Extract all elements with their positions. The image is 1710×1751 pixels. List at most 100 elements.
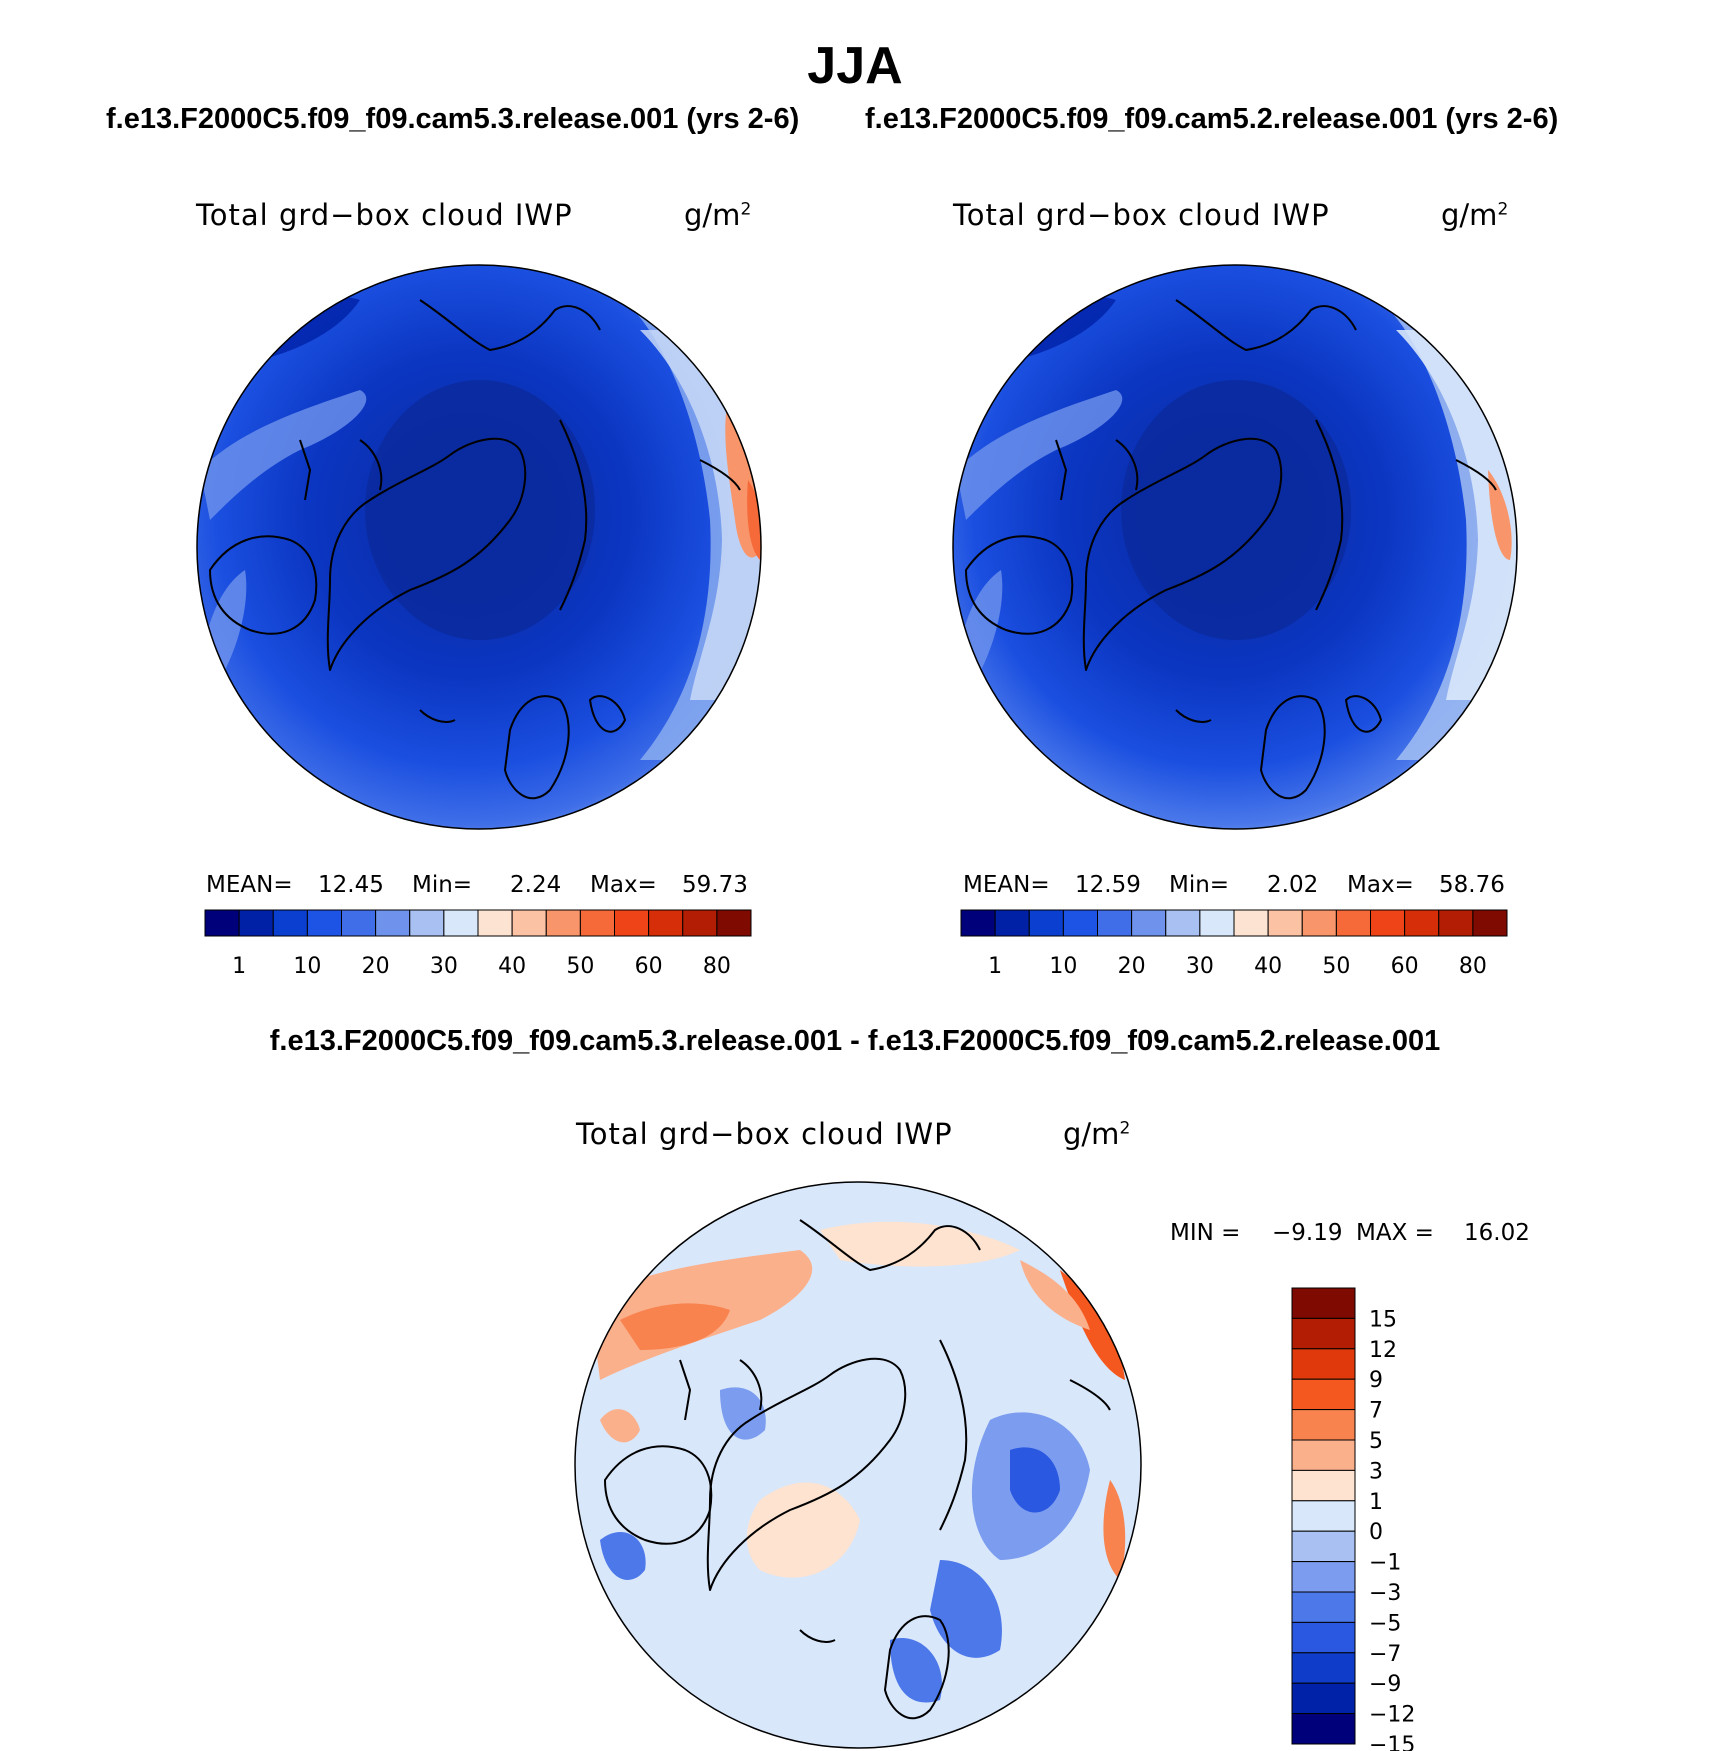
panel2-colorbar-swatch — [1233, 909, 1269, 937]
panel3-min-label: MIN = — [1170, 1220, 1241, 1246]
panel1-colorbar-tick-label: 30 — [430, 954, 458, 979]
panel3-colorbar-tick-label: 9 — [1369, 1368, 1383, 1393]
panel3-colorbar-tick-label: −7 — [1369, 1642, 1401, 1667]
panel1-units: g/m2 — [684, 198, 752, 232]
panel3-variable-name: Total grd−box cloud IWP — [576, 1117, 953, 1151]
panel3-colorbar-tick-label: −15 — [1369, 1733, 1415, 1751]
difference-title: f.e13.F2000C5.f09_f09.cam5.3.release.001… — [269, 1025, 1441, 1057]
panel3-colorbar: 15 12 9 7 5 3 1 0 −1 −3 −5 −7 −9 −12 −15 — [1291, 1287, 1415, 1751]
panel2-colorbar-swatch — [960, 909, 996, 937]
panel1-colorbar-swatch — [614, 909, 650, 937]
panel2-mean-value: 12.59 — [1075, 872, 1141, 898]
panel3-boundary — [574, 1181, 1142, 1749]
panel2-colorbar-swatch — [1062, 909, 1098, 937]
panel1-colorbar-tick-label: 40 — [498, 954, 526, 979]
panel1-colorbar-swatch — [409, 909, 445, 937]
panel2-max-value: 58.76 — [1439, 872, 1505, 898]
panel2-colorbar-swatch — [1131, 909, 1167, 937]
panel2-colorbar-tick-label: 10 — [1049, 954, 1077, 979]
panel3-map — [574, 1181, 1142, 1749]
panel3-min-value: −9.19 — [1272, 1220, 1343, 1246]
panel1-colorbar-tick-label: 1 — [232, 954, 246, 979]
panel3-colorbar-swatch — [1291, 1287, 1356, 1319]
panel3-colorbar-swatch — [1291, 1378, 1356, 1411]
panel2-map — [952, 264, 1518, 830]
panel2-colorbar-tick-label: 20 — [1118, 954, 1146, 979]
panel1-colorbar-swatch — [204, 909, 240, 937]
panel1-coastlines — [209, 299, 741, 800]
panel2-colorbar-tick-label: 30 — [1186, 954, 1214, 979]
main-title: JJA — [807, 37, 903, 95]
panel3-colorbar-tick-label: 15 — [1369, 1307, 1397, 1332]
panel2-min-value: 2.02 — [1267, 872, 1319, 898]
panel1-colorbar-tick-label: 60 — [635, 954, 663, 979]
panel2-colorbar-swatch — [1165, 909, 1201, 937]
panel2-variable-name: Total grd−box cloud IWP — [953, 198, 1330, 232]
panel1-mean-value: 12.45 — [318, 872, 384, 898]
panel3-colorbar-tick-label: 0 — [1369, 1520, 1383, 1545]
panel1-max-label: Max= — [590, 872, 657, 898]
panel3-colorbar-swatch — [1291, 1621, 1356, 1654]
panel3-colorbar-tick-label: −9 — [1369, 1672, 1401, 1697]
panel2-boundary — [952, 264, 1518, 830]
panel3-colorbar-swatch — [1291, 1500, 1356, 1532]
panel2-colorbar-swatch — [1472, 909, 1508, 937]
panel2-colorbar-swatch — [1335, 909, 1371, 937]
panel3-colorbar-tick-label: −3 — [1369, 1581, 1401, 1606]
panel1-colorbar-swatch — [443, 909, 479, 937]
panel3-colorbar-tick-label: −1 — [1369, 1551, 1401, 1576]
case-left-title: f.e13.F2000C5.f09_f09.cam5.3.release.001… — [106, 103, 800, 135]
panel3-colorbar-swatch — [1291, 1713, 1356, 1745]
panel1-max-value: 59.73 — [682, 872, 748, 898]
panel2-colorbar-swatch — [1028, 909, 1064, 937]
panel2-min-label: Min= — [1169, 872, 1230, 898]
panel3-colorbar-swatch — [1291, 1591, 1356, 1623]
panel3-colorbar-swatch — [1291, 1317, 1356, 1350]
panel1-colorbar-swatch — [477, 909, 513, 937]
panel3-units: g/m2 — [1063, 1117, 1131, 1151]
panel2-mean-label: MEAN= — [963, 872, 1050, 898]
panel3-max-label: MAX = — [1356, 1220, 1434, 1246]
panel2-colorbar: 1 10 20 30 40 50 60 80 — [960, 909, 1508, 979]
panel2-colorbar-tick-label: 60 — [1391, 954, 1419, 979]
panel2-colorbar-swatch — [1370, 909, 1406, 937]
panel3-colorbar-tick-label: 12 — [1369, 1338, 1397, 1363]
panel3-colorbar-swatch — [1291, 1439, 1356, 1471]
panel1-colorbar: 1 10 20 30 40 50 60 80 — [204, 909, 752, 979]
panel2-colorbar-swatch — [1097, 909, 1133, 937]
panel3-colorbar-tick-label: 7 — [1369, 1399, 1383, 1424]
panel3-colorbar-swatch — [1291, 1561, 1356, 1593]
panel3-colorbar-swatch — [1291, 1469, 1356, 1502]
case-right-title: f.e13.F2000C5.f09_f09.cam5.2.release.001… — [865, 103, 1559, 135]
panel3-colorbar-swatch — [1291, 1682, 1356, 1715]
panel3-colorbar-tick-label: 5 — [1369, 1429, 1383, 1454]
panel1-colorbar-swatch — [579, 909, 615, 937]
panel1-min-label: Min= — [412, 872, 473, 898]
panel1-colorbar-tick-label: 50 — [566, 954, 594, 979]
panel1-colorbar-tick-label: 80 — [703, 954, 731, 979]
panel3-colorbar-tick-label: −12 — [1369, 1703, 1415, 1728]
panel1-colorbar-swatch — [545, 909, 581, 937]
panel1-colorbar-swatch — [716, 909, 752, 937]
panel2-coastlines — [965, 299, 1497, 800]
panel2-colorbar-tick-label: 40 — [1254, 954, 1282, 979]
panel3-coastlines — [604, 1219, 1111, 1720]
panel1-mean-label: MEAN= — [206, 872, 293, 898]
panel1-colorbar-swatch — [648, 909, 684, 937]
panel1-min-value: 2.24 — [510, 872, 562, 898]
panel2-colorbar-tick-label: 50 — [1322, 954, 1350, 979]
panel1-boundary — [196, 264, 762, 830]
panel1-colorbar-swatch — [511, 909, 547, 937]
panel2-colorbar-swatch — [994, 909, 1030, 937]
panel1-colorbar-swatch — [272, 909, 308, 937]
panel3-colorbar-tick-label: 1 — [1369, 1490, 1383, 1515]
panel3-colorbar-swatch — [1291, 1530, 1356, 1563]
panel3-colorbar-tick-label: −5 — [1369, 1611, 1401, 1636]
panel2-colorbar-swatch — [1199, 909, 1235, 937]
panel2-colorbar-swatch — [1301, 909, 1337, 937]
panel3-colorbar-swatch — [1291, 1409, 1356, 1441]
panel2-colorbar-swatch — [1438, 909, 1474, 937]
panel2-colorbar-tick-label: 1 — [988, 954, 1002, 979]
panel2-units: g/m2 — [1441, 198, 1509, 232]
panel1-variable-name: Total grd−box cloud IWP — [196, 198, 573, 232]
